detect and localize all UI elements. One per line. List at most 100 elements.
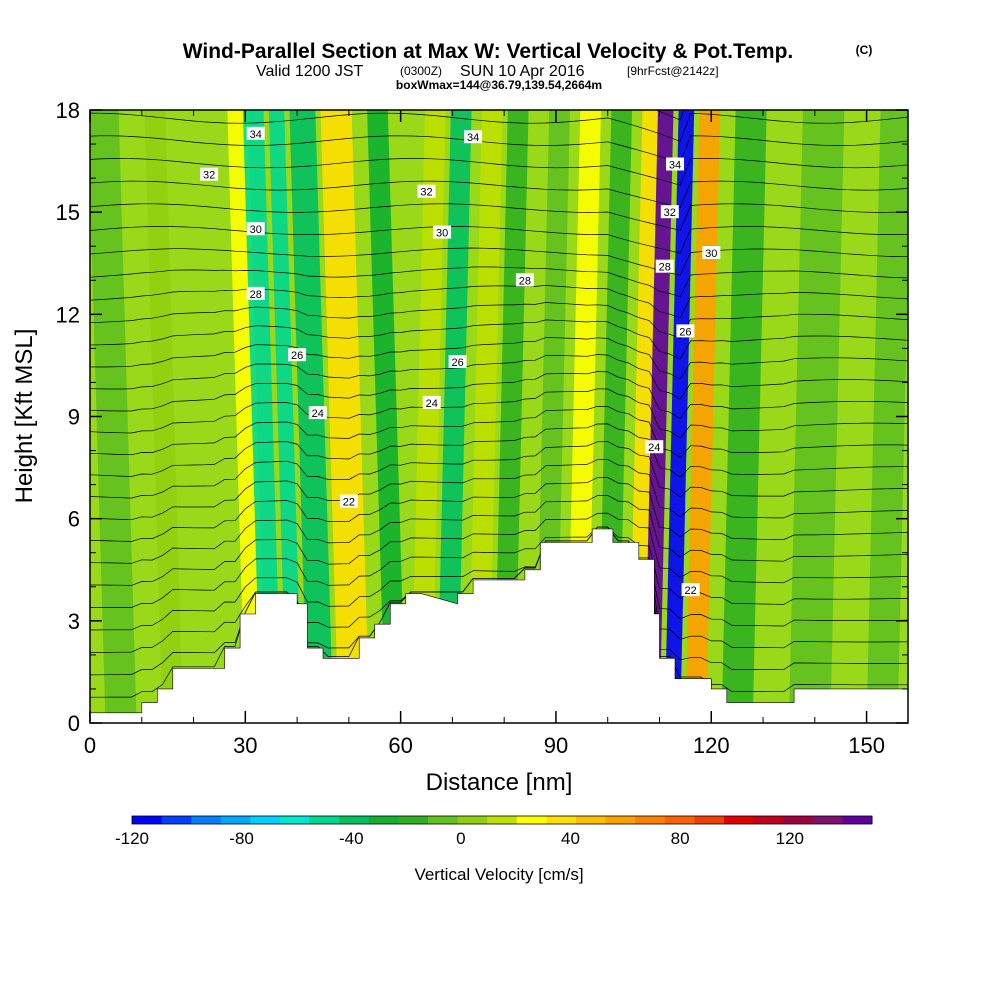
vv-band (664, 110, 695, 723)
colorbar-segment (842, 816, 873, 824)
subtitle-line: Valid 1200 JST (0300Z) SUN 10 Apr 2016 [… (256, 63, 719, 80)
isentrope-labels: 34 34 34 32 32 32 30 30 30 28 28 28 26 26 26 24 24 24 22 22 (200, 126, 721, 597)
isentrope-label-text: 26 (679, 326, 691, 338)
colorbar-segment (605, 816, 636, 824)
colorbar (131, 815, 873, 825)
isentrope-line (90, 477, 908, 542)
isentrope-label-bg (645, 440, 664, 454)
vv-band (866, 110, 908, 723)
colorbar-frame (131, 815, 873, 825)
y-axis-label: Height [Kft MSL] (11, 329, 38, 504)
isentrope-line (90, 441, 908, 499)
colorbar-segment (516, 816, 547, 824)
isentrope-label: 28 (515, 273, 534, 287)
isentrope-label: 32 (660, 205, 679, 219)
colorbar-segment (161, 816, 192, 824)
colorbar-tick-label: 80 (671, 829, 690, 848)
isentrope-line (90, 423, 908, 478)
isentrope-line (90, 180, 908, 209)
isentrope-label-bg (666, 157, 684, 171)
isentrope-label: 30 (433, 225, 452, 240)
isentrope-line (90, 319, 908, 360)
isentrope-label: 30 (702, 246, 721, 260)
colorbar-tick-label: 0 (456, 829, 465, 848)
isentrope-label: 22 (681, 583, 700, 597)
isentrope-label-text: 28 (519, 275, 531, 287)
isentrope-line (90, 405, 908, 459)
isentrope-label-bg (288, 348, 307, 362)
isentrope-line (90, 337, 908, 380)
isentrope-label: 32 (417, 184, 436, 199)
isentrope-label: 26 (676, 324, 695, 338)
isentrope-label: 24 (308, 406, 327, 420)
isentrope-line (90, 371, 908, 419)
isentrope-label-text: 34 (467, 132, 479, 144)
isentrope-label-text: 34 (250, 129, 262, 141)
isentrope-label-bg (676, 324, 695, 338)
isentrope-label-text: 28 (250, 289, 262, 301)
isentrope-label-text: 22 (684, 585, 696, 597)
axis-ticks: 0 30 60 90 120 150 0 3 6 9 12 15 18 (56, 98, 908, 758)
plot-area: 34 34 34 32 32 32 30 30 30 28 28 28 26 26 26 24 24 24 22 22 (90, 110, 908, 723)
colorbar-segment (132, 816, 163, 824)
isentrope-label-bg (464, 130, 483, 144)
isentrope-label-bg (448, 355, 467, 368)
isentrope-label-text: 30 (705, 248, 717, 260)
x-tick-label: 90 (544, 733, 568, 758)
colorbar-segment (546, 816, 577, 824)
y-tick-label: 15 (56, 200, 80, 225)
isentrope-label: 34 (464, 130, 483, 144)
vv-band (685, 110, 721, 723)
isentrope-label: 30 (246, 222, 265, 236)
colorbar-ticks: -120 -80 -40 0 40 80 120 (115, 829, 804, 848)
isentrope-label: 26 (288, 348, 307, 362)
vv-band (367, 110, 406, 723)
vv-band (144, 110, 184, 723)
x-axis-label: Distance [nm] (426, 769, 573, 796)
isentrope-label-bg (515, 273, 534, 287)
isentrope-lines (90, 110, 908, 698)
subtitle-valid: Valid 1200 JST (256, 63, 364, 80)
copyright-mark: (C) (856, 43, 873, 57)
colorbar-tick-label: -120 (115, 829, 149, 848)
isentrope-line (90, 226, 908, 254)
isentrope-line (90, 354, 908, 400)
y-tick-label: 6 (68, 507, 80, 532)
box-info: boxWmax=144@36.79,139.54,2664m (396, 78, 602, 92)
vv-band (410, 110, 446, 723)
x-tick-label: 30 (233, 733, 257, 758)
x-tick-label: 60 (388, 733, 412, 758)
isentrope-label-bg (433, 225, 452, 239)
isentrope-line (90, 526, 908, 631)
colorbar-tick-label: 40 (561, 829, 580, 848)
vv-band (721, 110, 767, 723)
isentrope-label-text: 32 (664, 207, 676, 219)
vv-band (320, 110, 370, 723)
vv-band (467, 110, 503, 723)
x-tick-label: 0 (84, 733, 96, 758)
colorbar-segment (694, 816, 725, 824)
colorbar-segment (191, 816, 222, 824)
vv-band (90, 110, 137, 723)
isentrope-label: 24 (422, 395, 441, 410)
colorbar-segment (398, 816, 429, 824)
colorbar-segment (635, 816, 666, 824)
subtitle-utc: (0300Z) (400, 64, 442, 78)
isentrope-label-text: 34 (669, 160, 681, 172)
isentrope-line (90, 266, 908, 298)
isentrope-label-bg (308, 406, 327, 420)
vv-band (788, 110, 845, 723)
isentrope-label-text: 30 (436, 228, 448, 240)
isentrope-label-text: 26 (451, 357, 463, 369)
y-tick-label: 12 (56, 302, 80, 327)
isentrope-line (90, 459, 908, 521)
subtitle-date: SUN 10 Apr 2016 (460, 63, 585, 80)
colorbar-segment (368, 816, 399, 824)
isentrope-label-bg (422, 395, 441, 409)
isentrope-line (90, 247, 908, 276)
colorbar-segment (428, 816, 459, 824)
isentrope-label-text: 22 (343, 497, 355, 509)
isentrope-label: 34 (666, 157, 684, 172)
y-tick-label: 3 (68, 609, 80, 634)
isentrope-label: 28 (655, 259, 674, 274)
